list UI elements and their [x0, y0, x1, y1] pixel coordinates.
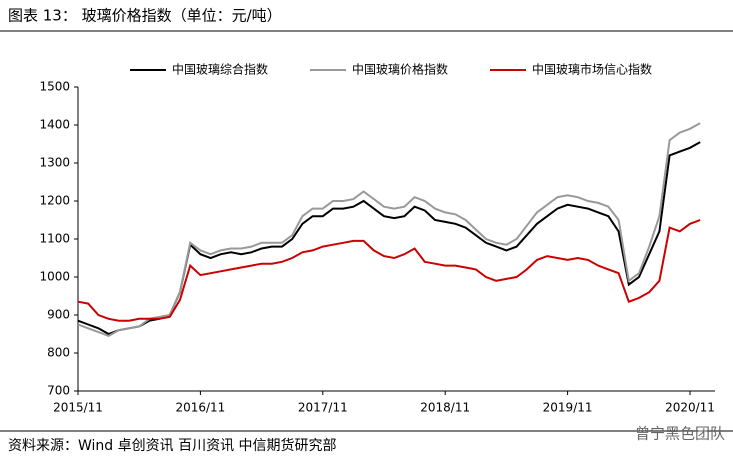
x-tick-label: 2015/11	[53, 401, 103, 415]
y-tick-label: 1200	[39, 194, 70, 208]
x-tick-label: 2016/11	[175, 401, 225, 415]
y-tick-label: 700	[47, 384, 70, 398]
y-tick-label: 800	[47, 346, 70, 360]
y-tick-label: 1300	[39, 156, 70, 170]
series-line	[77, 122, 701, 337]
series-line	[77, 141, 701, 336]
x-tick-label: 2019/11	[543, 401, 593, 415]
source: 资料来源：Wind 卓创资讯 百川资讯 中信期货研究部	[8, 437, 337, 454]
series-line	[77, 219, 701, 322]
x-tick-label: 2020/11	[665, 401, 715, 415]
y-tick-label: 1500	[39, 80, 70, 94]
legend-label: 中国玻璃综合指数	[172, 62, 268, 77]
y-tick-label: 1400	[39, 118, 70, 132]
legend-label: 中国玻璃市场信心指数	[532, 62, 652, 77]
x-tick-label: 2017/11	[298, 401, 348, 415]
y-tick-label: 900	[47, 308, 70, 322]
y-tick-label: 1100	[39, 232, 70, 246]
legend-label: 中国玻璃价格指数	[352, 62, 448, 77]
chart-title: 图表 13： 玻璃价格指数（单位：元/吨）	[8, 7, 282, 25]
x-tick-label: 2018/11	[420, 401, 470, 415]
y-tick-label: 1000	[39, 270, 70, 284]
watermark: 曾宁黑色团队	[635, 425, 725, 443]
